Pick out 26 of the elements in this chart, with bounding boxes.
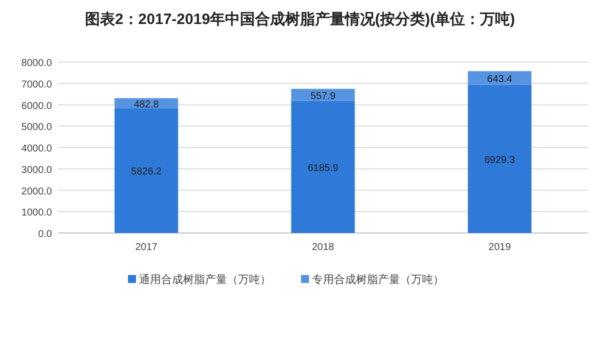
y-tick-label: 6000.0 — [21, 100, 52, 112]
data-label: 557.9 — [310, 90, 336, 102]
y-tick-label: 0.0 — [38, 229, 52, 240]
legend-label: 通用合成树脂产量（万吨） — [139, 273, 271, 286]
data-label: 6185.9 — [308, 162, 339, 174]
data-label: 6929.3 — [484, 154, 516, 166]
y-tick-label: 2000.0 — [21, 186, 52, 198]
data-label: 5826.2 — [131, 166, 162, 178]
x-tick-label: 2018 — [312, 242, 335, 253]
bar — [114, 108, 178, 233]
y-tick-label: 1000.0 — [21, 208, 52, 219]
bar — [291, 88, 355, 101]
chart-title: 图表2：2017-2019年中国合成树脂产量情况(按分类)(单位：万吨) — [84, 11, 516, 28]
bar — [468, 84, 532, 233]
y-tick-label: 3000.0 — [21, 164, 52, 176]
y-tick-label: 5000.0 — [21, 122, 52, 134]
y-tick-label: 7000.0 — [21, 79, 52, 90]
bar — [468, 71, 532, 85]
x-tick-label: 2019 — [488, 242, 512, 253]
legend-label: 专用合成树脂产量（万吨） — [312, 273, 444, 286]
y-tick-label: 4000.0 — [21, 144, 52, 154]
bar — [291, 100, 355, 233]
data-label: 482.8 — [134, 99, 160, 110]
y-tick-label: 8000.0 — [21, 58, 52, 69]
data-label: 643.4 — [487, 74, 513, 86]
x-tick-label: 2017 — [135, 242, 158, 253]
